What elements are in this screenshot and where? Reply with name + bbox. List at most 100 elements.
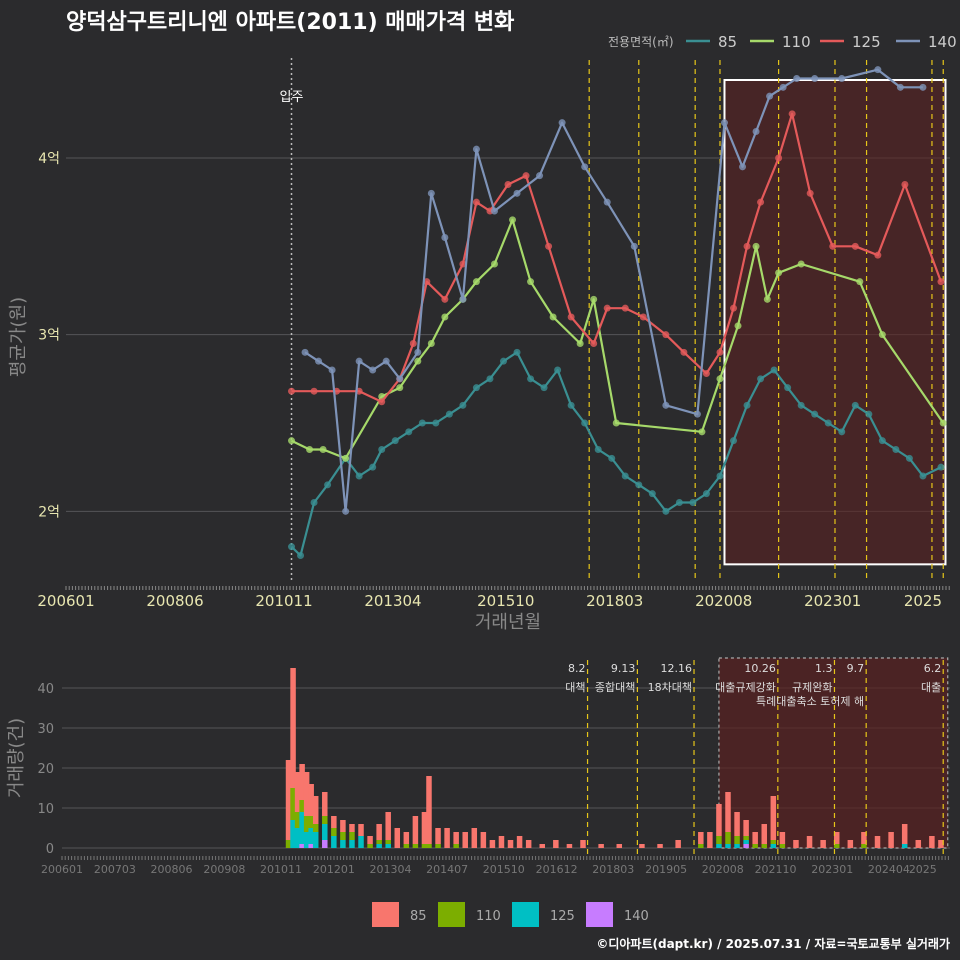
volume-bar-110 xyxy=(349,832,355,840)
volume-bar-110 xyxy=(770,840,777,844)
data-point-85 xyxy=(689,499,697,506)
volume-legend-label-110: 110 xyxy=(476,909,501,924)
volume-legend-swatch-110 xyxy=(438,902,465,927)
data-point-125 xyxy=(522,172,530,180)
data-point-140 xyxy=(427,189,435,197)
volume-bar-85 xyxy=(929,836,935,848)
data-point-125 xyxy=(590,340,598,347)
volume-bar-85 xyxy=(874,836,881,848)
data-point-125 xyxy=(874,251,882,259)
policy-text-label: 대책 xyxy=(565,681,585,694)
data-point-140 xyxy=(693,410,701,418)
data-point-85 xyxy=(405,428,413,436)
volume-bar-85 xyxy=(938,840,944,848)
data-point-140 xyxy=(355,357,363,365)
volume-bar-110 xyxy=(421,844,428,848)
data-point-85 xyxy=(743,401,751,409)
data-point-110 xyxy=(427,340,435,347)
data-point-85 xyxy=(391,437,399,445)
volume-bar-85 xyxy=(322,792,328,816)
data-point-85 xyxy=(757,375,765,383)
volume-bar-125 xyxy=(358,836,364,848)
volume-bar-110 xyxy=(779,844,786,848)
data-point-140 xyxy=(441,234,449,241)
data-point-125 xyxy=(459,260,467,268)
data-point-125 xyxy=(806,189,814,197)
data-point-110 xyxy=(490,260,498,268)
volume-y-axis-label: 거래량(건) xyxy=(6,718,27,798)
volume-legend-label-125: 125 xyxy=(550,909,575,924)
volume-legend-swatch-125 xyxy=(512,902,539,927)
data-point-85 xyxy=(310,499,318,506)
data-point-140 xyxy=(838,75,846,82)
data-point-110 xyxy=(698,428,706,436)
volume-bar-110 xyxy=(290,788,296,820)
policy-text-label: 규제완화 xyxy=(792,681,832,694)
data-point-85 xyxy=(716,472,724,480)
data-point-125 xyxy=(662,331,670,339)
volume-y-tick-label: 40 xyxy=(37,682,54,697)
volume-bar-125 xyxy=(340,840,346,848)
volume-bar-110 xyxy=(340,832,346,840)
data-point-110 xyxy=(396,384,404,392)
data-point-125 xyxy=(901,181,909,188)
data-point-140 xyxy=(662,401,670,409)
volume-bar-110 xyxy=(308,816,314,828)
data-point-125 xyxy=(472,198,480,206)
volume-legend-swatch-85 xyxy=(372,902,399,927)
data-point-85 xyxy=(472,384,480,392)
data-point-110 xyxy=(472,278,480,286)
volume-bar-85 xyxy=(358,824,364,836)
data-point-85 xyxy=(662,507,670,515)
data-point-140 xyxy=(490,207,498,215)
volume-y-tick-label: 10 xyxy=(37,802,54,817)
volume-bar-110 xyxy=(376,840,382,844)
volume-bar-125 xyxy=(725,844,731,848)
data-point-110 xyxy=(590,295,598,303)
volume-bar-110 xyxy=(761,844,767,848)
data-point-85 xyxy=(797,401,805,409)
volume-bar-85 xyxy=(312,796,319,824)
data-point-85 xyxy=(554,366,562,374)
volume-bar-85 xyxy=(290,668,296,788)
data-point-125 xyxy=(730,304,738,312)
data-point-110 xyxy=(878,331,886,339)
data-point-85 xyxy=(621,472,629,480)
volume-bar-85 xyxy=(462,832,468,848)
data-point-110 xyxy=(763,295,771,303)
price-x-tick-label: 200806 xyxy=(146,592,203,610)
volume-bar-85 xyxy=(675,840,681,848)
price-y-tick-label: 2억 xyxy=(38,504,60,520)
volume-bar-110 xyxy=(303,816,310,832)
data-point-110 xyxy=(576,340,584,347)
legend-title: 전용면적(㎡) xyxy=(608,35,674,49)
data-point-85 xyxy=(355,472,363,480)
volume-bar-85 xyxy=(793,840,799,848)
volume-bar-85 xyxy=(639,844,645,848)
policy-text-label: 18차대책 xyxy=(648,681,692,694)
policy-text-label: 종합대책 xyxy=(595,681,635,694)
data-point-140 xyxy=(581,163,589,171)
policy-date-label: 10.26 xyxy=(744,662,776,675)
series-line-110 xyxy=(291,218,945,460)
volume-legend-label-140: 140 xyxy=(624,909,649,924)
data-point-110 xyxy=(856,278,864,286)
policy-date-label: 8.2 xyxy=(568,662,586,675)
volume-bar-110 xyxy=(285,840,292,848)
data-point-140 xyxy=(536,172,544,180)
volume-bar-140 xyxy=(308,844,314,848)
price-x-tick-label: 201304 xyxy=(364,592,421,610)
volume-bar-125 xyxy=(299,812,305,844)
data-point-85 xyxy=(418,419,426,427)
volume-bar-110 xyxy=(861,844,867,848)
volume-bar-85 xyxy=(553,840,559,848)
volume-bar-85 xyxy=(412,816,419,844)
policy-text-label: 대출 xyxy=(921,681,941,694)
data-point-85 xyxy=(851,401,859,409)
data-point-85 xyxy=(540,384,548,392)
price-y-tick-label: 3억 xyxy=(38,328,60,344)
volume-highlight-region xyxy=(718,657,949,849)
data-point-140 xyxy=(603,198,611,206)
data-point-85 xyxy=(730,437,738,445)
